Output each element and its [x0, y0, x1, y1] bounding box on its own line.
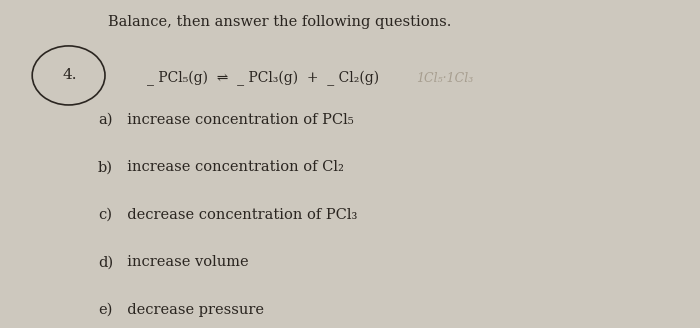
Text: a): a): [98, 113, 113, 127]
Text: b): b): [98, 160, 113, 174]
Text: increase volume: increase volume: [118, 256, 248, 269]
Text: c): c): [98, 208, 112, 222]
Text: increase concentration of PCl₅: increase concentration of PCl₅: [118, 113, 354, 127]
Text: d): d): [98, 256, 113, 269]
Text: _ PCl₅(g)  ⇌  _ PCl₃(g)  +  _ Cl₂(g): _ PCl₅(g) ⇌ _ PCl₃(g) + _ Cl₂(g): [147, 71, 379, 86]
Text: decrease concentration of PCl₃: decrease concentration of PCl₃: [118, 208, 357, 222]
Text: e): e): [98, 303, 113, 317]
Text: 4.: 4.: [63, 69, 77, 82]
Text: Balance, then answer the following questions.: Balance, then answer the following quest…: [108, 15, 452, 29]
Text: decrease pressure: decrease pressure: [118, 303, 264, 317]
Text: 1Cl₅·1Cl₃: 1Cl₅·1Cl₃: [416, 72, 474, 85]
Text: increase concentration of Cl₂: increase concentration of Cl₂: [118, 160, 344, 174]
